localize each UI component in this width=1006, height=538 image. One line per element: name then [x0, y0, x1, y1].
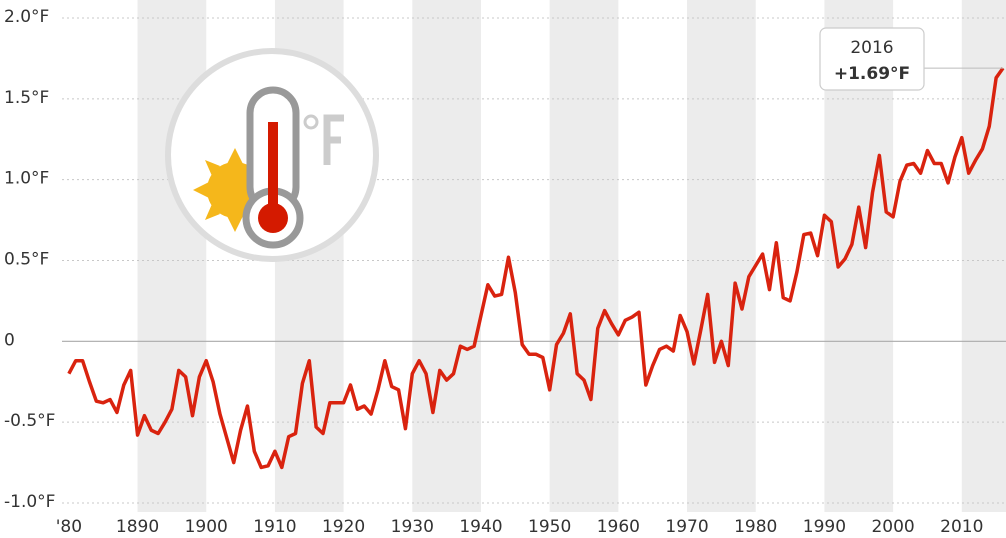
labels: -1.0°F -0.5°F 0 0.5°F 1.0°F 1.5°F 2.0°F '80 1890…	[4, 7, 983, 537]
y-tick-label: 0	[4, 330, 15, 350]
mercury	[268, 122, 278, 218]
x-tick-label: 1910	[253, 517, 296, 537]
x-tick-label: 1920	[322, 517, 365, 537]
mercury-bulb	[258, 203, 288, 233]
x-tick-label: 2010	[940, 517, 983, 537]
annotation-year: 2016	[850, 38, 893, 58]
line-series	[67, 67, 1005, 470]
decade-band	[549, 0, 619, 512]
decade-band	[961, 0, 1006, 512]
x-tick-label: 1890	[116, 517, 159, 537]
x-tick-label: 1960	[597, 517, 640, 537]
x-tick-label: 1950	[528, 517, 571, 537]
degree-sign	[303, 114, 319, 130]
y-tick-label: -1.0°F	[4, 492, 55, 512]
x-tick-label: '80	[56, 517, 82, 537]
plot: 2016 +1.69°F	[67, 27, 1005, 470]
y-tick-label: 0.5°F	[4, 250, 49, 270]
decade-band	[687, 0, 756, 512]
decade-band	[137, 0, 207, 512]
y-tick-label: 1.0°F	[4, 169, 49, 189]
grid	[62, 17, 1006, 504]
x-tick-label: 1900	[185, 517, 228, 537]
x-tick-label: 1970	[665, 517, 708, 537]
decade-band	[412, 0, 481, 512]
x-tick-label: 1990	[803, 517, 846, 537]
x-tick-label: 1930	[391, 517, 434, 537]
y-tick-label: 1.5°F	[4, 88, 49, 108]
annotation-box	[819, 27, 925, 91]
y-tick-label: 2.0°F	[4, 7, 49, 27]
y-tick-label: -0.5°F	[4, 411, 55, 431]
x-tick-label: 1980	[734, 517, 777, 537]
f-letter	[323, 114, 344, 165]
thermometer-icon	[165, 48, 379, 262]
x-tick-label: 1940	[459, 517, 502, 537]
x-tick-label: 2000	[871, 517, 914, 537]
annotation-value: +1.69°F	[834, 64, 910, 84]
